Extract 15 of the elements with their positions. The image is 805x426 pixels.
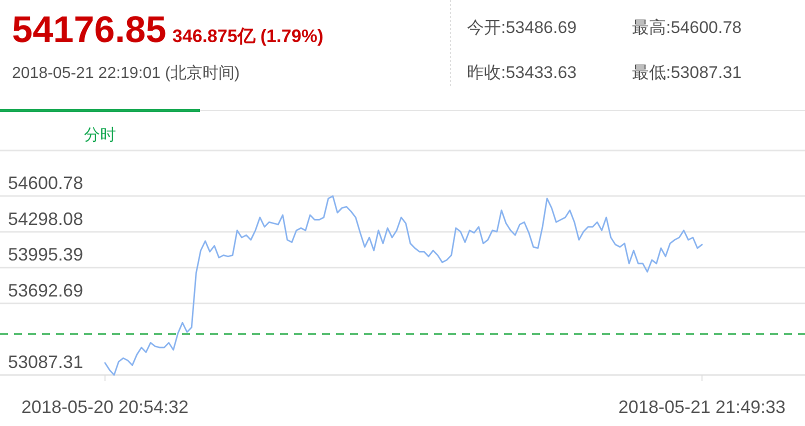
chart-subtitle: 346.875亿 (1.79%) xyxy=(172,26,324,46)
text: 分时 xyxy=(84,126,116,144)
y-tick-label: 54600.78 xyxy=(8,173,84,194)
text: 2018-05-21 22:19:01 (北京时间) xyxy=(12,64,240,82)
x-tick-label: 2018-05-20 20:54:32 xyxy=(21,397,189,417)
y-tick-label: 53692.69 xyxy=(8,280,84,300)
text: 今开:53486.69 xyxy=(467,18,577,37)
x-tick-label: 2018-05-21 21:49:33 xyxy=(618,397,786,417)
text: 昨收:53433.63 xyxy=(467,63,577,82)
y-tick-label: 54298.08 xyxy=(8,208,84,229)
chart-title: 54176.85 xyxy=(12,9,166,50)
text: 最低:53087.31 xyxy=(632,63,742,82)
y-tick-label: 53995.39 xyxy=(8,244,84,265)
y-tick-label: 53087.31 xyxy=(8,352,84,372)
text: 最高:54600.78 xyxy=(632,18,742,37)
